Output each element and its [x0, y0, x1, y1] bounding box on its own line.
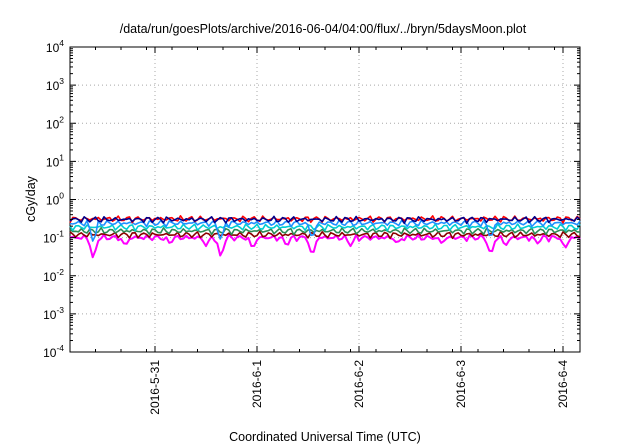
- y-tick-label: 10-2: [43, 267, 64, 284]
- chart-title: /data/run/goesPlots/archive/2016-06-04/0…: [120, 22, 527, 36]
- y-tick-label: 102: [46, 114, 64, 131]
- y-tick-label: 100: [46, 191, 64, 208]
- y-tick-label: 104: [46, 38, 64, 55]
- x-tick-label: 2016-6-1: [250, 360, 264, 408]
- series-line: [69, 230, 581, 240]
- y-tick-label: 103: [46, 76, 64, 93]
- y-tick-label: 101: [46, 152, 64, 169]
- series-line: [69, 233, 581, 259]
- x-tick-label: 2016-6-2: [352, 360, 366, 408]
- y-tick-label: 10-1: [43, 229, 64, 246]
- x-tick-label: 2016-6-4: [556, 360, 570, 408]
- series-line: [69, 219, 581, 242]
- x-axis-label: Coordinated Universal Time (UTC): [229, 430, 421, 444]
- series-line: [69, 215, 581, 224]
- y-tick-label: 10-4: [43, 343, 64, 360]
- x-axis-ticks: 2016-5-31 2016-6-1 2016-6-2 2016-6-3 2016-6-…: [95, 47, 570, 415]
- series-line: [69, 215, 581, 225]
- series-line: [69, 226, 580, 236]
- x-tick-label: 2016-5-31: [148, 360, 162, 415]
- grid-lines: [70, 47, 580, 352]
- series-lines: [69, 215, 581, 259]
- y-tick-label: 10-3: [43, 305, 64, 322]
- series-line: [69, 223, 581, 232]
- y-axis-label: cGy/day: [24, 175, 38, 222]
- y-axis-ticks: 104 103 102 101 100 10-1 10-2 10-3 10-4: [43, 38, 580, 360]
- x-tick-label: 2016-6-3: [454, 360, 468, 408]
